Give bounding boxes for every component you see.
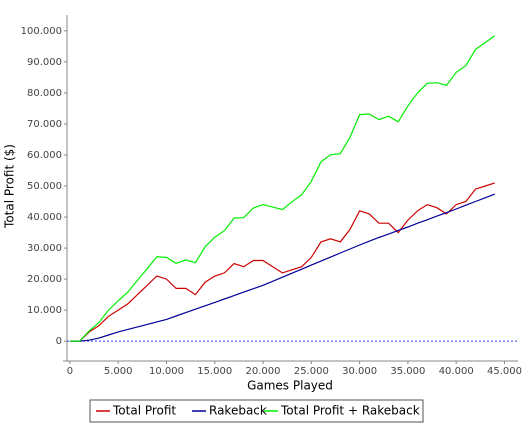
x-tick-label: 30.000 [342, 366, 377, 377]
y-axis-label: Total Profit ($) [3, 144, 17, 229]
x-tick-label: 20.000 [246, 366, 281, 377]
x-tick-label: 45.000 [487, 366, 522, 377]
x-tick-label: 25.000 [294, 366, 329, 377]
legend-box [89, 399, 424, 423]
x-tick-label: 15.000 [197, 366, 232, 377]
x-tick-label: 40.000 [439, 366, 474, 377]
x-tick-label: 35.000 [390, 366, 425, 377]
x-tick-label: 0 [67, 366, 73, 377]
series-line [69, 193, 496, 342]
y-tick-label: 40.000 [27, 212, 62, 223]
y-tick-label: 10.000 [27, 305, 62, 316]
y-tick-label: 90.000 [27, 57, 62, 68]
y-tick-label: 60.000 [27, 150, 62, 161]
series-line [69, 182, 495, 342]
legend-label: Rakeback [209, 404, 267, 418]
y-tick-label: 80.000 [27, 88, 62, 99]
legend-label: Total Profit [112, 404, 176, 418]
legend-label: Total Profit + Rakeback [280, 404, 420, 418]
y-tick-label: 30.000 [27, 243, 62, 254]
series-line [69, 35, 496, 342]
y-tick-label: 20.000 [27, 274, 62, 285]
x-tick-label: 5.000 [104, 366, 133, 377]
x-tick-label: 10.000 [149, 366, 184, 377]
y-tick-label: 0 [56, 336, 62, 347]
x-axis-label: Games Played [247, 379, 333, 393]
y-tick-label: 100.000 [21, 26, 62, 37]
y-tick-label: 50.000 [27, 181, 62, 192]
y-tick-label: 70.000 [27, 119, 62, 130]
